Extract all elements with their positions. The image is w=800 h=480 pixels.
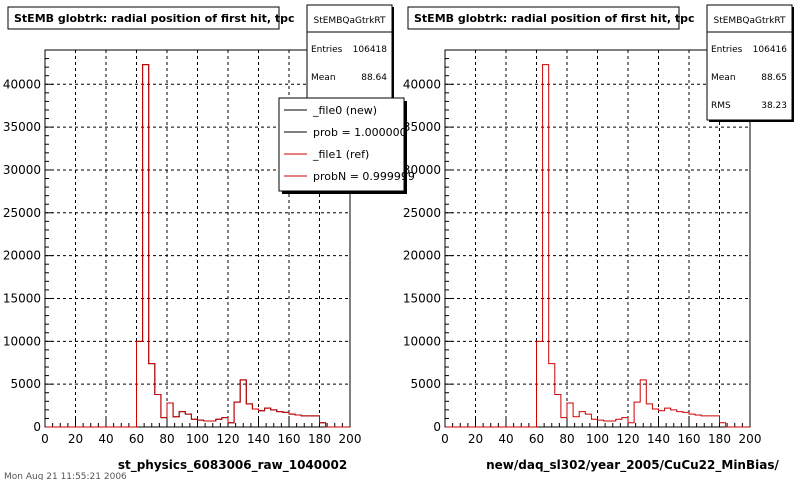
stats-box bbox=[706, 4, 793, 121]
x-axis-label: st_physics_6083006_raw_1040002 bbox=[118, 458, 347, 473]
title-box bbox=[407, 6, 680, 30]
x-axis-label: new/daq_sl302/year_2005/CuCu22_MinBias/ bbox=[486, 458, 779, 473]
histogram-panel-1: 0 20 40 60 80 100 120 140 160 180 200 0 5000 10000 150… bbox=[3, 4, 415, 473]
title-box bbox=[7, 6, 280, 30]
chart-title: StEMB globtrk: radial position of first … bbox=[414, 12, 695, 25]
stats-title: StEMBQaGtrkRT bbox=[714, 16, 786, 26]
x-tick-label: 120 bbox=[617, 432, 640, 446]
x-tick-label: 100 bbox=[186, 432, 209, 446]
chart-title: StEMB globtrk: radial position of first … bbox=[14, 12, 295, 25]
histogram-series-2 bbox=[45, 64, 350, 428]
histogram-panel-2: 0 20 40 60 80 100 120 140 160 180 200 0 5000 10000 150… bbox=[403, 4, 794, 473]
y-tick-label: 35000 bbox=[3, 120, 41, 134]
y-tick-label: 40000 bbox=[403, 77, 441, 91]
stats-value: 106418 bbox=[353, 45, 388, 55]
x-tick-label: 40 bbox=[498, 432, 513, 446]
legend-entry: _file1 (ref) bbox=[312, 148, 369, 161]
x-tick-label: 20 bbox=[68, 432, 83, 446]
x-tick-label: 20 bbox=[468, 432, 483, 446]
y-tick-label: 20000 bbox=[403, 249, 441, 263]
x-tick-label: 140 bbox=[247, 432, 270, 446]
x-tick-label: 180 bbox=[708, 432, 731, 446]
y-tick-label: 5000 bbox=[410, 377, 441, 391]
stats-value: 88.65 bbox=[761, 73, 787, 83]
stats-label: RMS bbox=[711, 101, 731, 111]
y-tick-label: 5000 bbox=[10, 377, 41, 391]
y-tick-label: 35000 bbox=[403, 120, 441, 134]
x-tick-label: 200 bbox=[739, 432, 762, 446]
x-tick-label: 60 bbox=[529, 432, 544, 446]
y-tick-label: 10000 bbox=[3, 334, 41, 348]
stats-value: 38.23 bbox=[761, 101, 787, 111]
x-tick-label: 0 bbox=[41, 432, 49, 446]
stats-value: 88.64 bbox=[361, 73, 387, 83]
y-tick-label: 0 bbox=[33, 420, 41, 434]
x-tick-label: 80 bbox=[159, 432, 174, 446]
stats-label: Mean bbox=[711, 73, 736, 83]
legend-entry: prob = 1.000000 bbox=[313, 126, 407, 139]
stats-label: Entries bbox=[311, 45, 343, 55]
stats-label: Mean bbox=[311, 73, 336, 83]
y-tick-label: 30000 bbox=[403, 163, 441, 177]
y-tick-label: 25000 bbox=[403, 206, 441, 220]
x-tick-label: 40 bbox=[98, 432, 113, 446]
y-tick-label: 15000 bbox=[403, 291, 441, 305]
x-tick-label: 60 bbox=[129, 432, 144, 446]
x-tick-label: 200 bbox=[339, 432, 362, 446]
legend-entry: probN = 0.999999 bbox=[313, 170, 415, 183]
legend-entry: _file0 (new) bbox=[312, 104, 377, 117]
y-tick-label: 20000 bbox=[3, 249, 41, 263]
histogram-series-1 bbox=[445, 64, 750, 428]
y-tick-label: 25000 bbox=[3, 206, 41, 220]
y-tick-label: 15000 bbox=[3, 291, 41, 305]
x-tick-label: 180 bbox=[308, 432, 331, 446]
y-tick-label: 10000 bbox=[403, 334, 441, 348]
stats-label: Entries bbox=[711, 45, 743, 55]
y-tick-label: 0 bbox=[433, 420, 441, 434]
y-tick-label: 30000 bbox=[3, 163, 41, 177]
x-tick-label: 140 bbox=[647, 432, 670, 446]
y-tick-label: 40000 bbox=[3, 77, 41, 91]
x-tick-label: 100 bbox=[586, 432, 609, 446]
stats-title: StEMBQaGtrkRT bbox=[314, 16, 386, 26]
x-tick-label: 160 bbox=[678, 432, 701, 446]
x-tick-label: 120 bbox=[217, 432, 240, 446]
stats-value: 106416 bbox=[753, 45, 788, 55]
x-tick-label: 160 bbox=[278, 432, 301, 446]
x-tick-label: 0 bbox=[441, 432, 449, 446]
footer-timestamp: Mon Aug 21 11:55:21 2006 bbox=[4, 472, 127, 480]
x-tick-label: 80 bbox=[559, 432, 574, 446]
